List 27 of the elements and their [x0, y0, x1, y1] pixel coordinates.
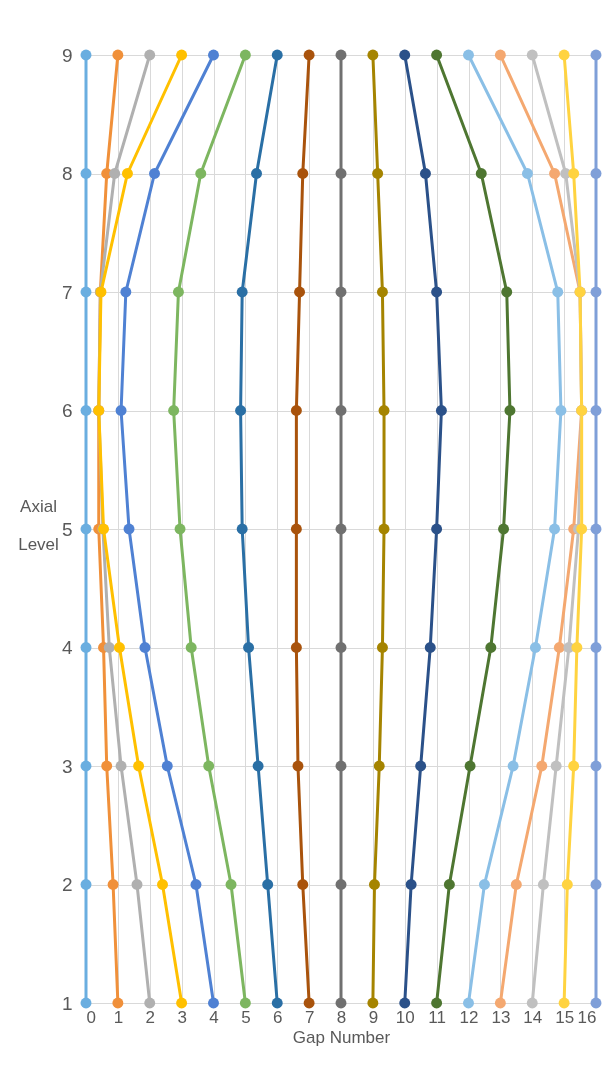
x-tick-label: 14: [523, 1007, 543, 1027]
y-tick-label: 3: [61, 755, 73, 777]
x-tick-label: 6: [273, 1007, 283, 1027]
x-tick-label: 9: [368, 1007, 379, 1027]
x-tick-label: 0: [86, 1007, 96, 1027]
x-axis-title: Gap Number: [292, 1027, 391, 1047]
x-tick-label: 10: [395, 1007, 415, 1027]
x-tick-label: 13: [491, 1007, 511, 1027]
x-tick-label: 15: [555, 1007, 575, 1027]
y-tick-label: 7: [61, 281, 73, 303]
y-tick-label: 2: [61, 874, 73, 895]
x-tick-label: 11: [428, 1007, 446, 1027]
x-tick-label: 4: [209, 1007, 219, 1027]
y-axis-title: Axial Level: [18, 496, 59, 554]
x-tick-label: 5: [241, 1007, 251, 1027]
x-tick-label: 8: [336, 1007, 347, 1027]
y-tick-label: 8: [61, 163, 73, 184]
x-tick-label: 2: [145, 1007, 155, 1027]
x-tick-label: 1: [113, 1007, 124, 1027]
x-tick-label: 7: [304, 1007, 315, 1027]
y-tick-label: 6: [61, 400, 73, 421]
y-tick-label: 5: [61, 518, 73, 540]
y-tick-label: 4: [61, 637, 73, 658]
x-tick-label: 3: [177, 1007, 187, 1027]
x-tick-label: 16: [577, 1007, 597, 1027]
y-tick-label: 9: [61, 44, 73, 66]
x-tick-label: 12: [459, 1007, 479, 1027]
